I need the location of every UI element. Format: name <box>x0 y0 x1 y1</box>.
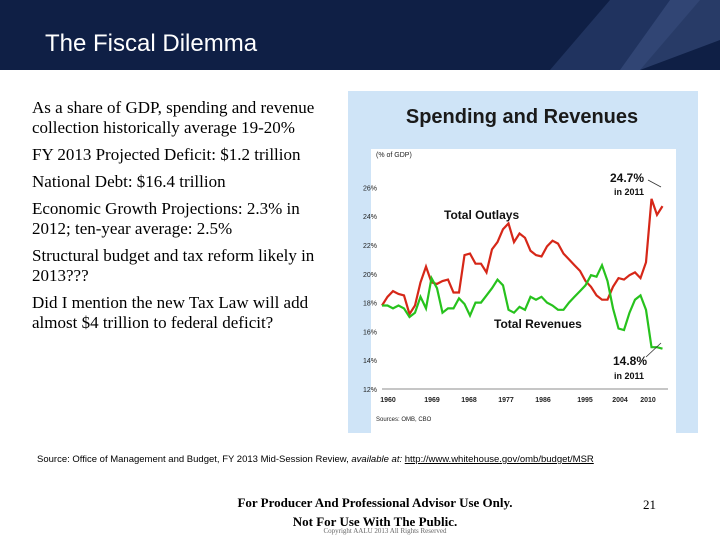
bullet-item: FY 2013 Projected Deficit: $1.2 trillion <box>32 145 301 164</box>
y-tick-label: 16% <box>363 329 377 336</box>
x-tick-label: 1977 <box>498 397 514 404</box>
source-text: Source: Office of Management and Budget,… <box>37 454 352 465</box>
series-label-total-outlays: Total Outlays <box>444 208 519 222</box>
header-decoration <box>550 0 720 70</box>
y-tick-label: 18% <box>363 301 377 308</box>
chart-unit-label: (% of GDP) <box>376 152 412 159</box>
series-line-total-outlays <box>381 198 664 317</box>
footer-disclaimer: For Producer And Professional Advisor Us… <box>200 493 550 531</box>
x-tick-label: 1995 <box>577 397 593 404</box>
series-label-total-revenues: Total Revenues <box>494 317 582 331</box>
chart-title: Spending and Revenues <box>406 106 638 128</box>
bullet-list: As a share of GDP, spending and revenue … <box>32 98 332 340</box>
bullet-item: As a share of GDP, spending and revenue … <box>32 98 315 137</box>
footer-line-2: Not For Use With The Public. <box>292 514 458 529</box>
y-tick-label: 14% <box>363 358 377 365</box>
source-available-at: available at: <box>351 454 403 465</box>
x-tick-label: 1969 <box>424 397 440 404</box>
page-number: 21 <box>643 497 656 512</box>
x-tick-label: 1986 <box>535 397 551 404</box>
annotation-revenues-year: in 2011 <box>614 371 644 381</box>
bullet-item: National Debt: $16.4 trillion <box>32 172 226 191</box>
chart-paper <box>371 149 676 427</box>
y-tick-label: 24% <box>363 214 377 221</box>
y-tick-label: 12% <box>363 387 377 394</box>
y-axis-ticks: 12% 14% 16% 18% 20% 22% 24% 26% <box>363 185 377 394</box>
slide-header: The Fiscal Dilemma <box>0 0 720 70</box>
bullet-item: Structural budget and tax reform likely … <box>32 246 315 285</box>
spending-revenues-chart: Spending and Revenues (% of GDP) 12% 14% 1… <box>348 91 698 433</box>
footer-line-1: For Producer And Professional Advisor Us… <box>237 495 513 510</box>
bullet-item: Economic Growth Projections: 2.3% in 201… <box>32 199 300 238</box>
y-tick-label: 22% <box>363 243 377 250</box>
annotation-revenues-value: 14.8% <box>613 354 647 368</box>
chart-svg: Spending and Revenues (% of GDP) 12%14%1… <box>363 106 676 433</box>
series-line-total-revenues <box>382 262 663 350</box>
slide-title: The Fiscal Dilemma <box>45 30 258 57</box>
annotation-outlays-value: 24.7% <box>610 171 644 185</box>
y-tick-label: 20% <box>363 272 377 279</box>
y-tick-label: 26% <box>363 185 377 192</box>
x-tick-label: 1960 <box>380 397 396 404</box>
annotation-outlays-arrow <box>647 179 662 188</box>
chart-source: Sources: OMB, CBO <box>376 417 432 423</box>
source-link[interactable]: http://www.whitehouse.gov/omb/budget/MSR <box>404 454 594 465</box>
footer-copyright: Copyright AALU 2013 All Rights Reserved <box>323 527 447 535</box>
x-tick-label: 2010 <box>640 397 656 404</box>
bullet-item: Did I mention the new Tax Law will add a… <box>32 293 309 332</box>
x-tick-label: 1968 <box>461 397 477 404</box>
annotation-outlays-year: in 2011 <box>614 187 644 197</box>
x-axis-ticks: 1960 1969 1968 1977 1986 1995 2004 2010 <box>380 397 656 404</box>
annotation-revenues-arrow <box>645 342 662 358</box>
x-tick-label: 2004 <box>612 397 628 404</box>
source-citation: Source: Office of Management and Budget,… <box>37 454 594 465</box>
